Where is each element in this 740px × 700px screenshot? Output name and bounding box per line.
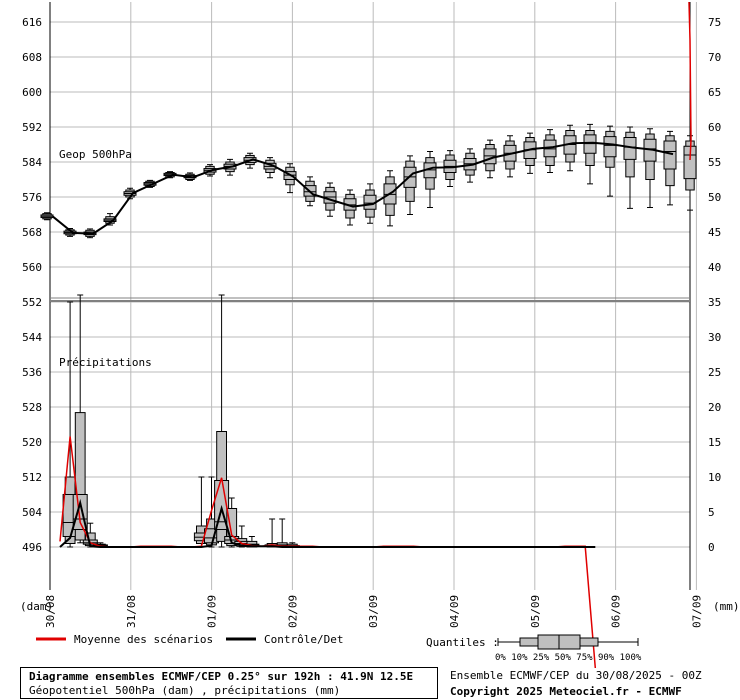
- geop-box: [40, 212, 54, 221]
- geop-box: [643, 128, 657, 208]
- right-tick-label: 30: [708, 331, 721, 344]
- left-tick-label: 536: [22, 366, 42, 379]
- panel-label-geop: Geop 500hPa: [59, 148, 132, 161]
- chart-title-box: Diagramme ensembles ECMWF/CEP 0.25° sur …: [20, 667, 438, 699]
- chart-title: Diagramme ensembles ECMWF/CEP 0.25° sur …: [29, 670, 414, 683]
- left-tick-label: 552: [22, 296, 42, 309]
- x-tick-label: 05/09: [529, 595, 542, 628]
- precip-box: [274, 518, 290, 548]
- geop-box: [503, 135, 517, 178]
- right-tick-label: 5: [708, 506, 715, 519]
- geop-control-line: [52, 141, 674, 235]
- left-tick-label: 616: [22, 16, 42, 29]
- right-tick-label: 40: [708, 261, 721, 274]
- x-tick-label: 06/09: [610, 595, 623, 628]
- mean-edge-spike: [688, 1, 692, 161]
- left-tick-label: 528: [22, 401, 42, 414]
- right-tick-label: 65: [708, 86, 721, 99]
- right-axis-unit: (mm): [713, 600, 740, 613]
- legend-quantile-box-icon: [497, 634, 639, 650]
- copyright: Copyright 2025 Meteociel.fr - ECMWF: [450, 685, 682, 698]
- left-tick-label: 560: [22, 261, 42, 274]
- right-tick-label: 0: [708, 541, 715, 554]
- left-axis-unit: (dam): [20, 600, 53, 613]
- geop-box: [263, 157, 277, 179]
- right-tick-label: 20: [708, 401, 721, 414]
- left-tick-label: 504: [22, 506, 42, 519]
- left-tick-label: 520: [22, 436, 42, 449]
- x-tick-label: 01/09: [206, 595, 219, 628]
- geop-box: [423, 151, 437, 208]
- x-axis-ticks: 30/08 31/08 01/09 02/09 03/09 04/09 05/09 06/09…: [44, 595, 703, 628]
- legend-control-label: Contrôle/Det: [264, 633, 343, 646]
- panel-label-precip: Précipitations: [59, 356, 152, 369]
- x-tick-label: 02/09: [286, 595, 299, 628]
- right-tick-label: 55: [708, 156, 721, 169]
- x-tick-label: 07/09: [690, 595, 703, 628]
- left-tick-label: 576: [22, 191, 42, 204]
- left-tick-label: 568: [22, 226, 42, 239]
- precip-control-line: [59, 498, 596, 548]
- legend-quantile-ticks: 0% 10% 25% 50% 75% 90% 100%: [495, 653, 642, 663]
- geop-box: [403, 155, 417, 215]
- geop-box: [623, 126, 637, 209]
- run-info: Ensemble ECMWF/CEP du 30/08/2025 - 00Z: [450, 669, 702, 682]
- right-tick-label: 15: [708, 436, 721, 449]
- right-tick-label: 75: [708, 16, 721, 29]
- right-tick-label: 10: [708, 471, 721, 484]
- x-tick-label: 30/08: [44, 595, 57, 628]
- geop-box: [543, 129, 557, 173]
- chart-subtitle: Géopotentiel 500hPa (dam) , précipitatio…: [29, 684, 341, 697]
- right-tick-label: 25: [708, 366, 721, 379]
- legend-quantiles-label: Quantiles :: [426, 636, 499, 649]
- geop-box: [383, 170, 397, 227]
- right-tick-label: 70: [708, 51, 721, 64]
- right-tick-label: 35: [708, 296, 721, 309]
- geop-box: [523, 132, 537, 174]
- left-tick-label: 600: [22, 86, 42, 99]
- geop-box: [583, 123, 597, 185]
- legend-mean-label: Moyenne des scénarios: [74, 633, 213, 646]
- geop-box: [603, 125, 617, 197]
- geop-boxplots: [40, 123, 697, 239]
- left-tick-label: 512: [22, 471, 42, 484]
- geop-box: [663, 130, 677, 206]
- left-tick-label: 608: [22, 51, 42, 64]
- geop-box: [563, 124, 577, 172]
- x-tick-label: 31/08: [125, 595, 138, 628]
- left-tick-label: 496: [22, 541, 42, 554]
- right-tick-label: 45: [708, 226, 721, 239]
- left-tick-label: 584: [22, 156, 42, 169]
- x-tick-label: 04/09: [448, 595, 461, 628]
- left-tick-label: 592: [22, 121, 42, 134]
- precip-boxplots: [62, 294, 300, 548]
- left-axis-ticks: 616 608 600 592 584 576 568 560 552 544 536 528 520 5…: [22, 16, 42, 554]
- legend: Moyenne des scénarios Contrôle/Det Quant…: [36, 633, 642, 663]
- box-25-75: [663, 140, 677, 170]
- grid: [49, 2, 697, 590]
- box-25-75: [603, 136, 617, 158]
- geop-box: [343, 189, 357, 226]
- right-tick-label: 60: [708, 121, 721, 134]
- series-lines: [52, 1, 692, 669]
- x-tick-label: 03/09: [367, 595, 380, 628]
- left-tick-label: 544: [22, 331, 42, 344]
- right-tick-label: 50: [708, 191, 721, 204]
